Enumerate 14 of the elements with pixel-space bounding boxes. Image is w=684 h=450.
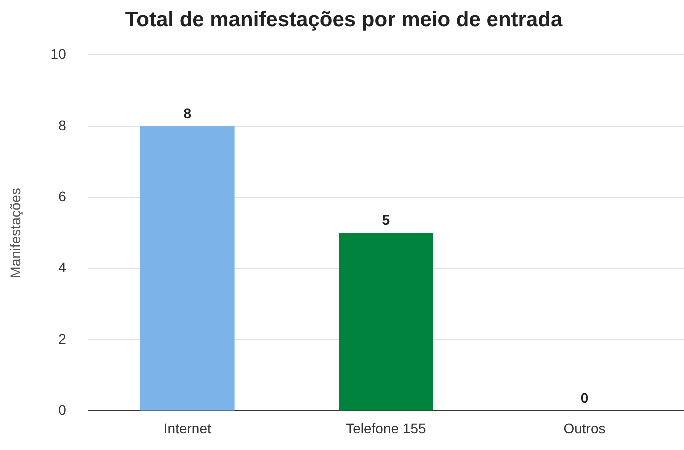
data-label: 0 (580, 390, 589, 406)
y-tick-label: 6 (58, 188, 67, 204)
data-label: 5 (382, 212, 390, 228)
y-tick-label: 8 (58, 117, 67, 134)
y-axis-title: Manifestações (7, 188, 24, 278)
chart-title: Total de manifestações por meio de entrada (125, 8, 563, 32)
y-tick-label: 4 (58, 260, 67, 276)
y-tick-label: 0 (58, 402, 67, 418)
x-tick-label: Internet (164, 420, 212, 436)
x-tick-label: Outros (564, 420, 606, 436)
data-label: 8 (184, 105, 192, 122)
y-tick-label: 2 (58, 330, 67, 347)
y-tick-label: 10 (50, 46, 67, 62)
x-tick-label: Telefone 155 (346, 420, 426, 436)
